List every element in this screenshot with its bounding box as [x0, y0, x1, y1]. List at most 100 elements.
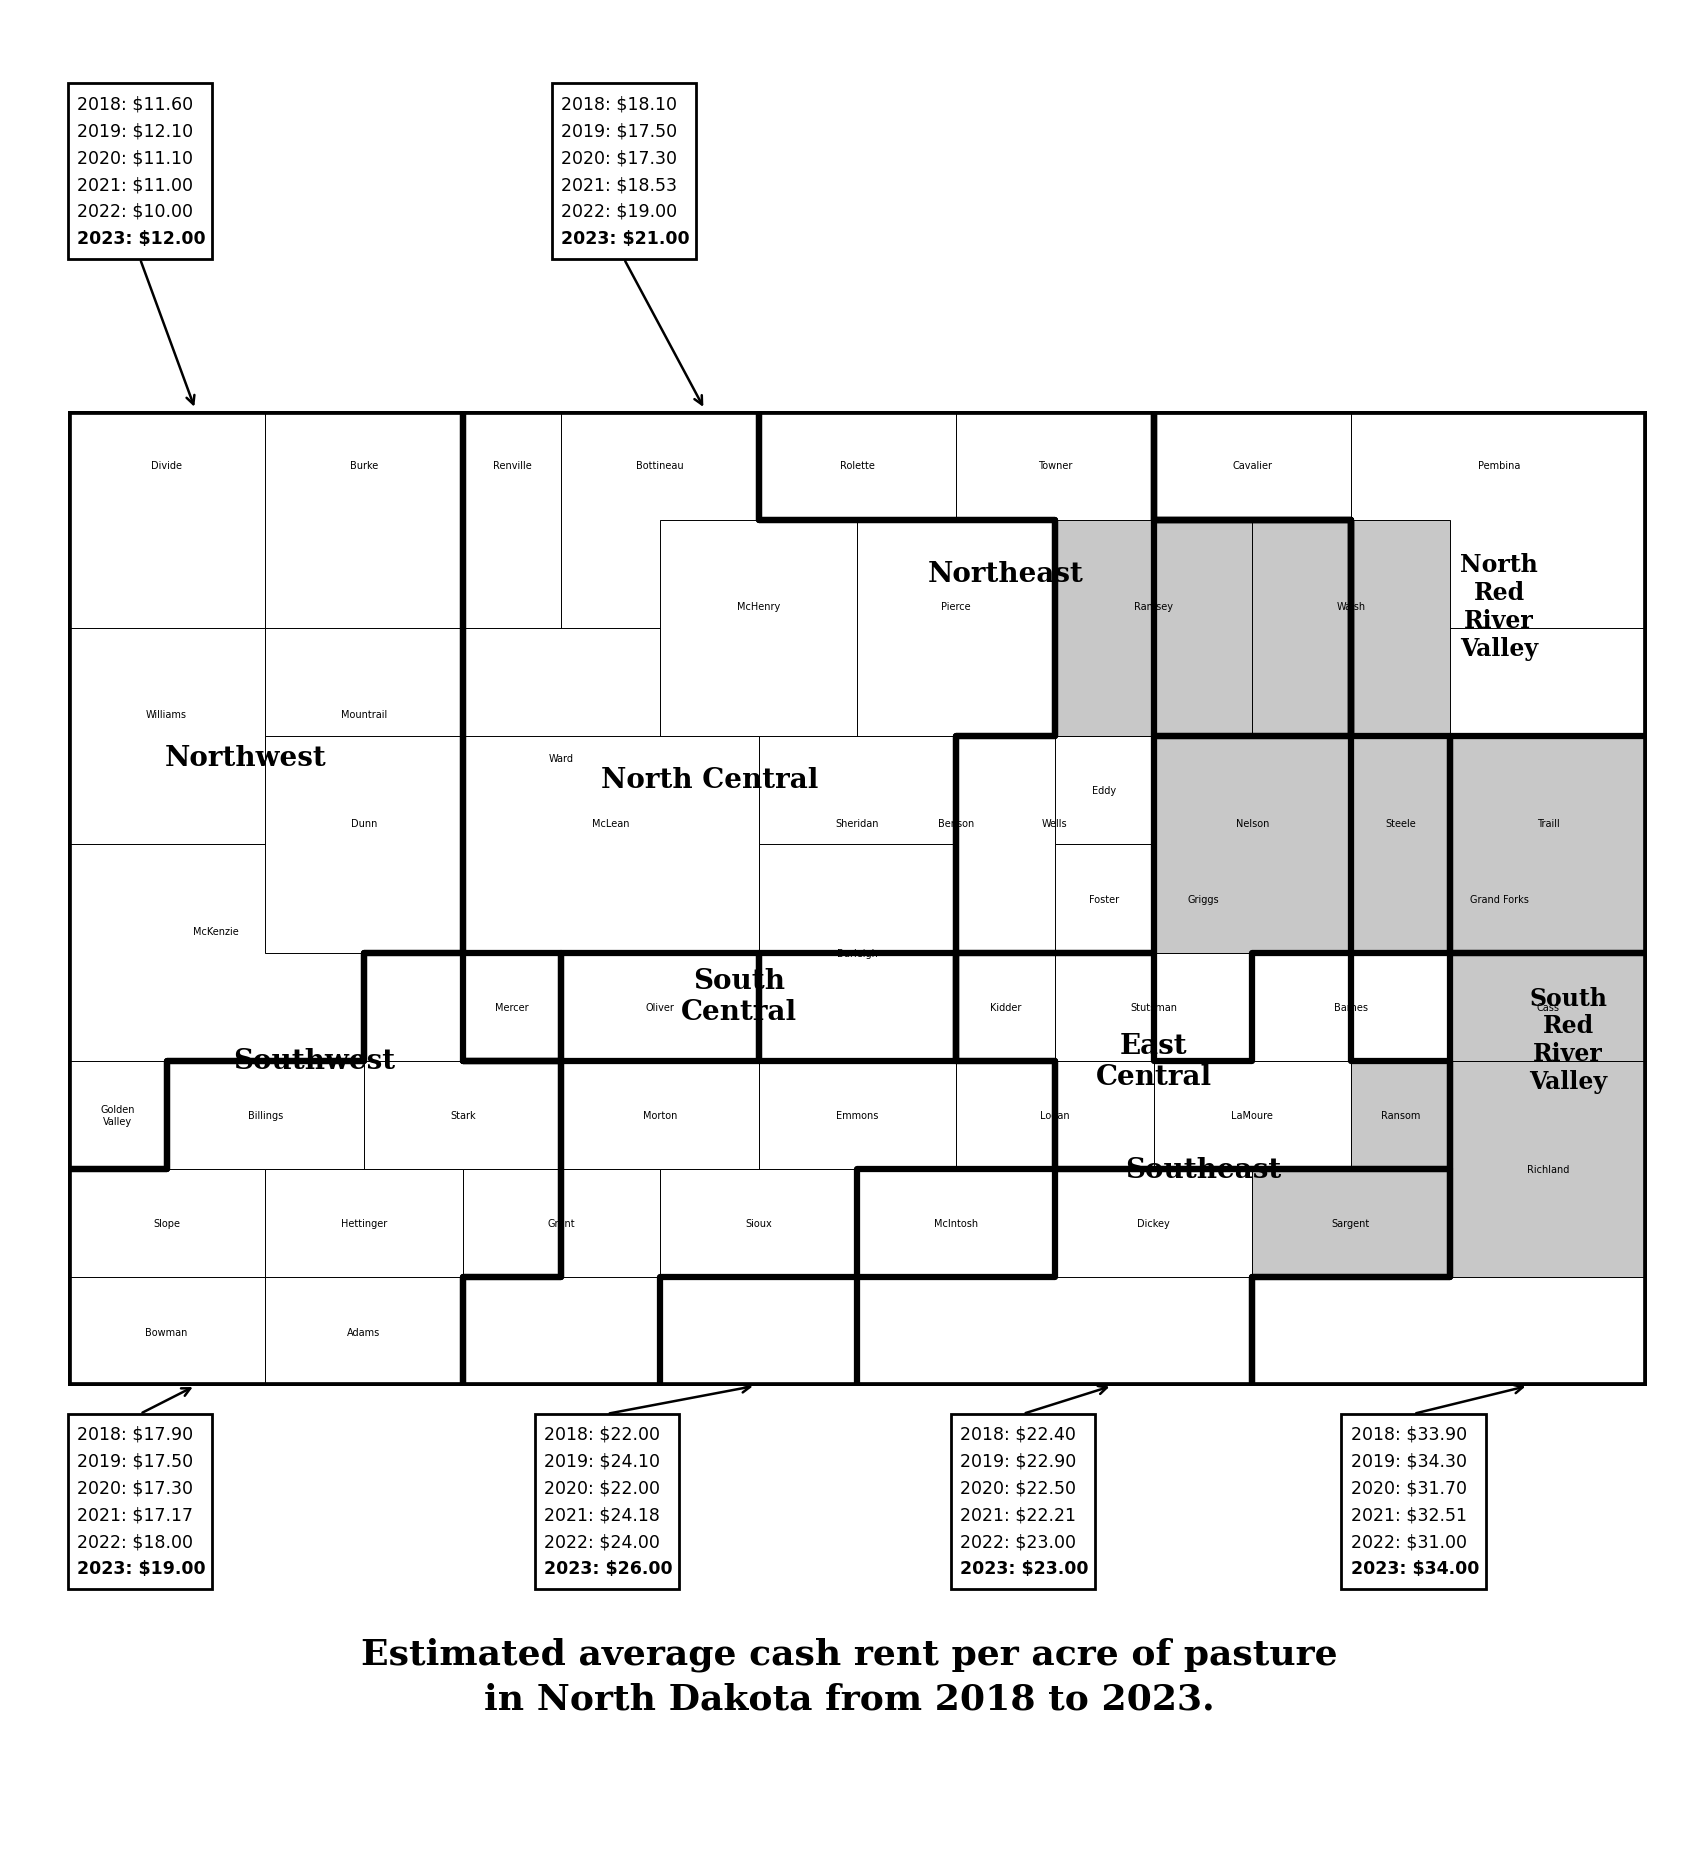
Text: 2019: $12.10: 2019: $12.10: [78, 122, 194, 140]
Text: Kidder: Kidder: [990, 1002, 1020, 1011]
Text: Sargent: Sargent: [1331, 1219, 1370, 1229]
Text: 2023: $23.00: 2023: $23.00: [961, 1560, 1088, 1577]
Text: 2021: $22.21: 2021: $22.21: [961, 1506, 1077, 1525]
Bar: [265, 736, 462, 953]
Text: 2023: $19.00: 2023: $19.00: [78, 1560, 205, 1577]
Bar: [265, 412, 462, 629]
Bar: [956, 736, 1153, 953]
Text: East
Central: East Central: [1095, 1032, 1212, 1090]
Bar: [1054, 1169, 1253, 1277]
Text: Steele: Steele: [1386, 819, 1416, 828]
Text: 2022: $10.00: 2022: $10.00: [78, 202, 194, 221]
Text: 2022: $18.00: 2022: $18.00: [78, 1532, 194, 1551]
Text: South
Red
River
Valley: South Red River Valley: [1528, 985, 1608, 1094]
Text: Oliver: Oliver: [645, 1002, 674, 1011]
Text: Northeast: Northeast: [927, 560, 1083, 588]
Text: 2021: $32.51: 2021: $32.51: [1352, 1506, 1467, 1525]
Text: 2018: $33.90: 2018: $33.90: [1352, 1425, 1467, 1442]
Text: Billings: Billings: [248, 1111, 284, 1120]
Text: 2020: $31.70: 2020: $31.70: [1352, 1480, 1467, 1497]
Bar: [956, 412, 1153, 629]
Bar: [1054, 845, 1153, 953]
Text: 2018: $18.10: 2018: $18.10: [562, 96, 678, 112]
Text: Ward: Ward: [548, 753, 574, 764]
Text: Sheridan: Sheridan: [835, 819, 880, 828]
Bar: [956, 953, 1054, 1062]
Text: 2022: $19.00: 2022: $19.00: [562, 202, 678, 221]
Text: 2022: $31.00: 2022: $31.00: [1352, 1532, 1467, 1551]
Bar: [1153, 412, 1352, 629]
Text: 2018: $22.00: 2018: $22.00: [545, 1425, 661, 1442]
Bar: [759, 412, 956, 629]
Text: South
Central: South Central: [681, 966, 796, 1026]
Bar: [759, 845, 956, 1062]
Text: Grant: Grant: [547, 1219, 576, 1229]
Bar: [462, 629, 661, 845]
Bar: [1352, 736, 1450, 953]
Text: Traill: Traill: [1537, 819, 1560, 828]
Bar: [1253, 521, 1450, 736]
Text: Wells: Wells: [1043, 819, 1068, 828]
Text: Mercer: Mercer: [496, 1002, 528, 1011]
Text: 2020: $22.00: 2020: $22.00: [545, 1480, 661, 1497]
Text: 2021: $11.00: 2021: $11.00: [78, 176, 194, 195]
Text: Pembina: Pembina: [1477, 461, 1520, 472]
Bar: [1153, 1062, 1352, 1169]
Text: Eddy: Eddy: [1092, 787, 1116, 796]
Text: Dunn: Dunn: [351, 819, 377, 828]
Text: Southeast: Southeast: [1124, 1156, 1280, 1184]
Text: Burleigh: Burleigh: [837, 948, 878, 959]
Bar: [68, 1169, 265, 1277]
Bar: [1450, 953, 1647, 1062]
Text: North
Red
River
Valley: North Red River Valley: [1460, 553, 1538, 661]
Bar: [265, 629, 462, 845]
Bar: [1450, 1062, 1647, 1277]
Text: 2019: $24.10: 2019: $24.10: [545, 1452, 661, 1470]
Text: 2021: $18.53: 2021: $18.53: [562, 176, 678, 195]
Text: Ramsey: Ramsey: [1134, 601, 1173, 612]
Text: 2019: $34.30: 2019: $34.30: [1352, 1452, 1467, 1470]
Bar: [68, 1062, 166, 1169]
Text: 2022: $23.00: 2022: $23.00: [961, 1532, 1077, 1551]
Text: Golden
Valley: Golden Valley: [100, 1105, 134, 1126]
Bar: [1054, 521, 1253, 736]
Text: Divide: Divide: [151, 461, 182, 472]
Bar: [1352, 1062, 1450, 1169]
Bar: [1153, 736, 1352, 953]
Text: 2019: $17.50: 2019: $17.50: [78, 1452, 194, 1470]
Text: Walsh: Walsh: [1336, 601, 1365, 612]
Text: Mountrail: Mountrail: [341, 710, 387, 719]
Bar: [462, 736, 759, 953]
Text: 2020: $17.30: 2020: $17.30: [562, 150, 678, 167]
Bar: [462, 1169, 661, 1277]
Text: Morton: Morton: [644, 1111, 678, 1120]
Bar: [857, 1169, 1054, 1277]
Text: 2021: $17.17: 2021: $17.17: [78, 1506, 194, 1525]
Bar: [857, 521, 1054, 736]
Text: Emmons: Emmons: [837, 1111, 878, 1120]
Bar: [562, 412, 759, 629]
Text: Northwest: Northwest: [165, 745, 326, 772]
Bar: [661, 521, 857, 736]
Text: McLean: McLean: [593, 819, 630, 828]
Text: Richland: Richland: [1527, 1165, 1569, 1174]
Bar: [1352, 412, 1647, 629]
Bar: [1054, 953, 1253, 1062]
Bar: [1054, 736, 1153, 845]
Text: Renville: Renville: [492, 461, 531, 472]
Text: Stutsman: Stutsman: [1131, 1002, 1177, 1011]
Bar: [661, 1169, 857, 1277]
Text: Nelson: Nelson: [1236, 819, 1268, 828]
Text: LaMoure: LaMoure: [1231, 1111, 1274, 1120]
Text: Logan: Logan: [1041, 1111, 1070, 1120]
Text: Bowman: Bowman: [146, 1326, 188, 1337]
Bar: [265, 1277, 462, 1386]
Text: Slope: Slope: [153, 1219, 180, 1229]
Bar: [1253, 953, 1450, 1062]
Text: Ransom: Ransom: [1380, 1111, 1420, 1120]
Bar: [562, 1062, 759, 1169]
Text: 2023: $34.00: 2023: $34.00: [1352, 1560, 1479, 1577]
Text: Grand Forks: Grand Forks: [1469, 893, 1528, 905]
Text: 2019: $17.50: 2019: $17.50: [562, 122, 678, 140]
Bar: [68, 845, 363, 1062]
